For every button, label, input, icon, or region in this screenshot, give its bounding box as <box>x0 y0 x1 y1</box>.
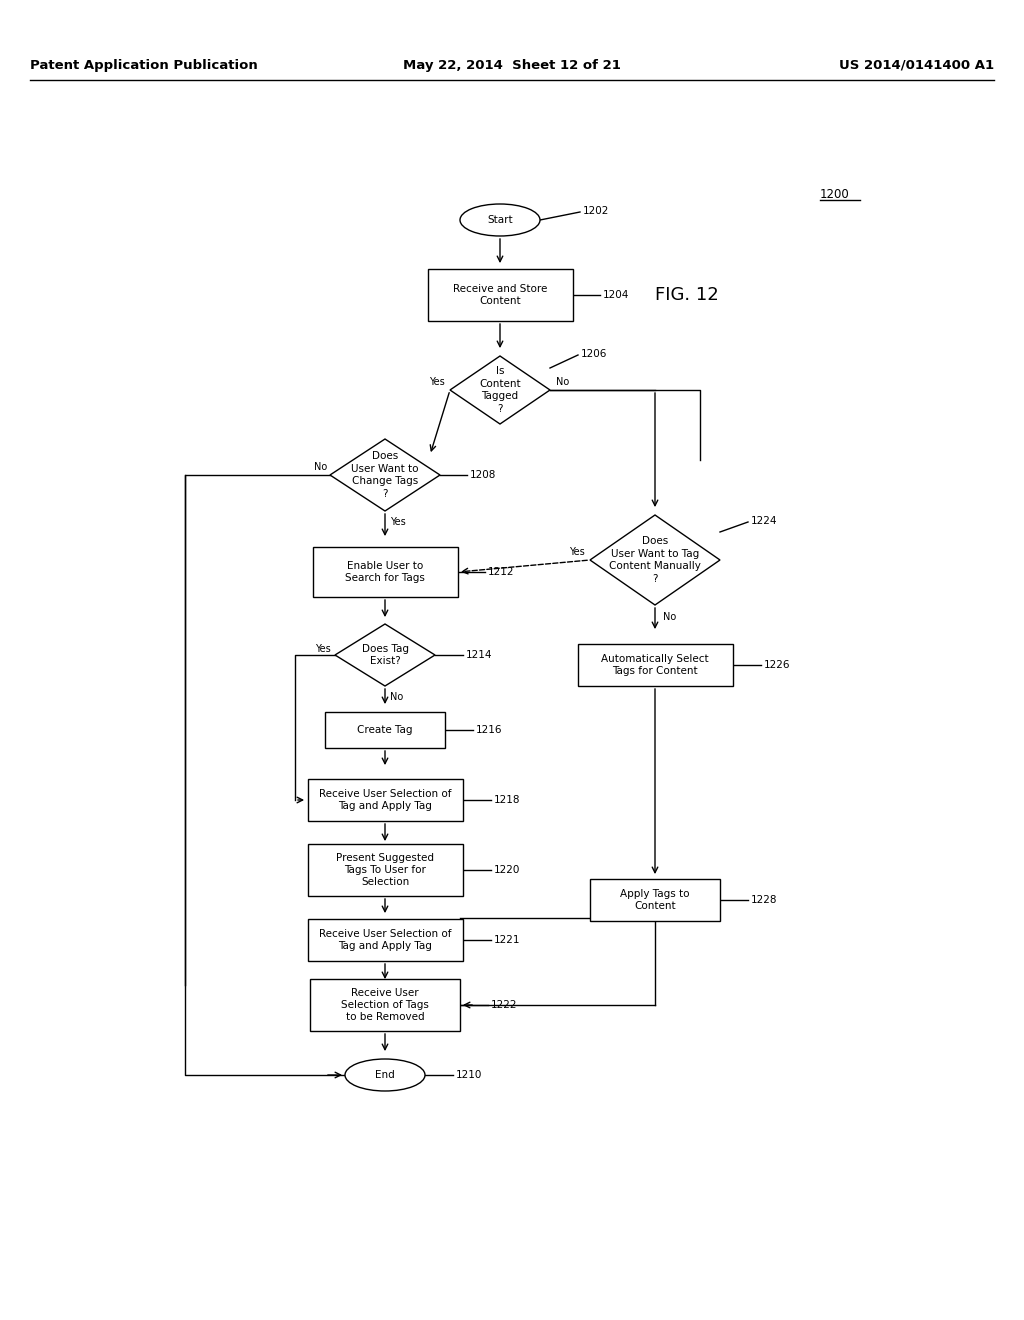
Text: 1220: 1220 <box>494 865 520 875</box>
Text: 1218: 1218 <box>494 795 520 805</box>
Text: Patent Application Publication: Patent Application Publication <box>30 58 258 71</box>
Text: Does
User Want to Tag
Content Manually
?: Does User Want to Tag Content Manually ? <box>609 536 701 583</box>
Text: End: End <box>375 1071 395 1080</box>
Ellipse shape <box>345 1059 425 1092</box>
Text: Does
User Want to
Change Tags
?: Does User Want to Change Tags ? <box>351 451 419 499</box>
Text: Receive and Store
Content: Receive and Store Content <box>453 284 547 306</box>
Text: 1202: 1202 <box>583 206 609 216</box>
Text: 1206: 1206 <box>581 348 607 359</box>
Ellipse shape <box>460 205 540 236</box>
Polygon shape <box>335 624 435 686</box>
Text: Yes: Yes <box>569 546 585 557</box>
Text: 1210: 1210 <box>456 1071 482 1080</box>
Text: No: No <box>556 378 569 387</box>
Text: May 22, 2014  Sheet 12 of 21: May 22, 2014 Sheet 12 of 21 <box>403 58 621 71</box>
Text: No: No <box>663 612 676 622</box>
Text: Yes: Yes <box>390 517 406 527</box>
Text: 1224: 1224 <box>751 516 777 525</box>
Text: 1212: 1212 <box>488 568 514 577</box>
Text: 1226: 1226 <box>764 660 791 671</box>
Bar <box>307 919 463 961</box>
Text: Create Tag: Create Tag <box>357 725 413 735</box>
Bar <box>427 269 572 321</box>
Text: Enable User to
Search for Tags: Enable User to Search for Tags <box>345 561 425 583</box>
Bar <box>578 644 732 686</box>
Text: Start: Start <box>487 215 513 224</box>
Polygon shape <box>590 515 720 605</box>
Text: No: No <box>390 692 403 702</box>
Text: Does Tag
Exist?: Does Tag Exist? <box>361 644 409 667</box>
Text: Yes: Yes <box>315 644 331 653</box>
Text: Present Suggested
Tags To User for
Selection: Present Suggested Tags To User for Selec… <box>336 853 434 887</box>
Bar <box>307 843 463 896</box>
Bar <box>310 979 460 1031</box>
Bar <box>307 779 463 821</box>
Text: US 2014/0141400 A1: US 2014/0141400 A1 <box>839 58 994 71</box>
Text: Receive User Selection of
Tag and Apply Tag: Receive User Selection of Tag and Apply … <box>318 929 452 952</box>
Text: Apply Tags to
Content: Apply Tags to Content <box>621 888 690 911</box>
Text: 1200: 1200 <box>820 189 850 202</box>
Polygon shape <box>450 356 550 424</box>
Text: Yes: Yes <box>429 378 445 387</box>
Text: Receive User
Selection of Tags
to be Removed: Receive User Selection of Tags to be Rem… <box>341 987 429 1023</box>
Text: 1228: 1228 <box>751 895 777 906</box>
Text: Receive User Selection of
Tag and Apply Tag: Receive User Selection of Tag and Apply … <box>318 789 452 812</box>
Text: Automatically Select
Tags for Content: Automatically Select Tags for Content <box>601 653 709 676</box>
Text: 1216: 1216 <box>476 725 503 735</box>
Text: 1222: 1222 <box>490 1001 517 1010</box>
Text: 1221: 1221 <box>494 935 520 945</box>
Text: 1204: 1204 <box>603 290 630 300</box>
Bar <box>312 546 458 597</box>
Text: FIG. 12: FIG. 12 <box>655 286 719 304</box>
Text: 1208: 1208 <box>470 470 497 480</box>
Text: Is
Content
Tagged
?: Is Content Tagged ? <box>479 367 521 413</box>
Bar <box>590 879 720 921</box>
Polygon shape <box>330 440 440 511</box>
Text: No: No <box>313 462 327 473</box>
Bar <box>325 711 445 748</box>
Text: 1214: 1214 <box>466 649 493 660</box>
